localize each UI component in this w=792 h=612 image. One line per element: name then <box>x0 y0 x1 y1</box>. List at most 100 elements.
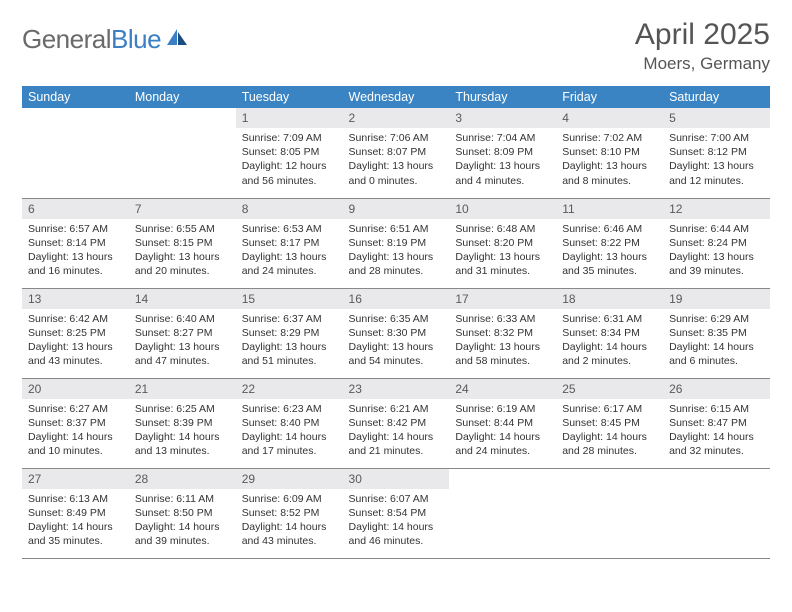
calendar-day-cell: 14Sunrise: 6:40 AMSunset: 8:27 PMDayligh… <box>129 288 236 378</box>
day-details: Sunrise: 6:51 AMSunset: 8:19 PMDaylight:… <box>343 219 450 285</box>
day-number: 14 <box>129 289 236 309</box>
day-details: Sunrise: 6:53 AMSunset: 8:17 PMDaylight:… <box>236 219 343 285</box>
calendar-day-cell: 30Sunrise: 6:07 AMSunset: 8:54 PMDayligh… <box>343 468 450 558</box>
calendar-day-cell: 8Sunrise: 6:53 AMSunset: 8:17 PMDaylight… <box>236 198 343 288</box>
day-number: 18 <box>556 289 663 309</box>
day-details: Sunrise: 6:46 AMSunset: 8:22 PMDaylight:… <box>556 219 663 285</box>
day-details: Sunrise: 6:11 AMSunset: 8:50 PMDaylight:… <box>129 489 236 555</box>
day-details: Sunrise: 6:37 AMSunset: 8:29 PMDaylight:… <box>236 309 343 375</box>
weekday-header: Thursday <box>449 86 556 108</box>
calendar-day-cell: 13Sunrise: 6:42 AMSunset: 8:25 PMDayligh… <box>22 288 129 378</box>
weekday-header: Friday <box>556 86 663 108</box>
day-details: Sunrise: 6:15 AMSunset: 8:47 PMDaylight:… <box>663 399 770 465</box>
calendar-week-row: 13Sunrise: 6:42 AMSunset: 8:25 PMDayligh… <box>22 288 770 378</box>
day-number: 20 <box>22 379 129 399</box>
calendar-day-cell: 23Sunrise: 6:21 AMSunset: 8:42 PMDayligh… <box>343 378 450 468</box>
calendar-day-cell: 16Sunrise: 6:35 AMSunset: 8:30 PMDayligh… <box>343 288 450 378</box>
calendar-day-cell: 25Sunrise: 6:17 AMSunset: 8:45 PMDayligh… <box>556 378 663 468</box>
day-details: Sunrise: 6:29 AMSunset: 8:35 PMDaylight:… <box>663 309 770 375</box>
weekday-header: Monday <box>129 86 236 108</box>
calendar-body: 1Sunrise: 7:09 AMSunset: 8:05 PMDaylight… <box>22 108 770 558</box>
day-number: 3 <box>449 108 556 128</box>
day-details: Sunrise: 7:00 AMSunset: 8:12 PMDaylight:… <box>663 128 770 194</box>
calendar-week-row: 27Sunrise: 6:13 AMSunset: 8:49 PMDayligh… <box>22 468 770 558</box>
day-number: 9 <box>343 199 450 219</box>
calendar-day-cell: 28Sunrise: 6:11 AMSunset: 8:50 PMDayligh… <box>129 468 236 558</box>
day-details: Sunrise: 6:21 AMSunset: 8:42 PMDaylight:… <box>343 399 450 465</box>
day-number: 17 <box>449 289 556 309</box>
weekday-header: Tuesday <box>236 86 343 108</box>
location-text: Moers, Germany <box>635 54 770 74</box>
day-details: Sunrise: 6:25 AMSunset: 8:39 PMDaylight:… <box>129 399 236 465</box>
day-number: 29 <box>236 469 343 489</box>
day-number: 16 <box>343 289 450 309</box>
day-number: 8 <box>236 199 343 219</box>
calendar-day-cell <box>22 108 129 198</box>
day-details: Sunrise: 6:13 AMSunset: 8:49 PMDaylight:… <box>22 489 129 555</box>
day-number: 28 <box>129 469 236 489</box>
day-details: Sunrise: 6:27 AMSunset: 8:37 PMDaylight:… <box>22 399 129 465</box>
day-number: 23 <box>343 379 450 399</box>
calendar-day-cell: 18Sunrise: 6:31 AMSunset: 8:34 PMDayligh… <box>556 288 663 378</box>
day-number: 2 <box>343 108 450 128</box>
day-number: 22 <box>236 379 343 399</box>
day-number: 12 <box>663 199 770 219</box>
calendar-day-cell: 9Sunrise: 6:51 AMSunset: 8:19 PMDaylight… <box>343 198 450 288</box>
brand-logo: GeneralBlue <box>22 24 189 55</box>
calendar-day-cell: 6Sunrise: 6:57 AMSunset: 8:14 PMDaylight… <box>22 198 129 288</box>
day-number: 1 <box>236 108 343 128</box>
title-block: April 2025 Moers, Germany <box>635 18 770 74</box>
brand-text: GeneralBlue <box>22 24 161 55</box>
calendar-day-cell <box>556 468 663 558</box>
calendar-day-cell: 12Sunrise: 6:44 AMSunset: 8:24 PMDayligh… <box>663 198 770 288</box>
weekday-header: Sunday <box>22 86 129 108</box>
day-details: Sunrise: 6:48 AMSunset: 8:20 PMDaylight:… <box>449 219 556 285</box>
calendar-day-cell: 7Sunrise: 6:55 AMSunset: 8:15 PMDaylight… <box>129 198 236 288</box>
brand-part2: Blue <box>111 24 161 54</box>
day-number: 30 <box>343 469 450 489</box>
calendar-day-cell: 11Sunrise: 6:46 AMSunset: 8:22 PMDayligh… <box>556 198 663 288</box>
day-details: Sunrise: 6:42 AMSunset: 8:25 PMDaylight:… <box>22 309 129 375</box>
calendar-day-cell: 26Sunrise: 6:15 AMSunset: 8:47 PMDayligh… <box>663 378 770 468</box>
day-details: Sunrise: 7:06 AMSunset: 8:07 PMDaylight:… <box>343 128 450 194</box>
day-details: Sunrise: 6:40 AMSunset: 8:27 PMDaylight:… <box>129 309 236 375</box>
brand-sail-icon <box>165 27 189 52</box>
calendar-day-cell <box>129 108 236 198</box>
day-details: Sunrise: 6:31 AMSunset: 8:34 PMDaylight:… <box>556 309 663 375</box>
day-details: Sunrise: 6:35 AMSunset: 8:30 PMDaylight:… <box>343 309 450 375</box>
day-details: Sunrise: 7:02 AMSunset: 8:10 PMDaylight:… <box>556 128 663 194</box>
calendar-day-cell: 2Sunrise: 7:06 AMSunset: 8:07 PMDaylight… <box>343 108 450 198</box>
day-details: Sunrise: 7:04 AMSunset: 8:09 PMDaylight:… <box>449 128 556 194</box>
calendar-day-cell: 29Sunrise: 6:09 AMSunset: 8:52 PMDayligh… <box>236 468 343 558</box>
day-number: 13 <box>22 289 129 309</box>
day-details: Sunrise: 6:33 AMSunset: 8:32 PMDaylight:… <box>449 309 556 375</box>
calendar-day-cell: 20Sunrise: 6:27 AMSunset: 8:37 PMDayligh… <box>22 378 129 468</box>
day-details: Sunrise: 6:57 AMSunset: 8:14 PMDaylight:… <box>22 219 129 285</box>
day-number: 26 <box>663 379 770 399</box>
weekday-header-row: SundayMondayTuesdayWednesdayThursdayFrid… <box>22 86 770 108</box>
calendar-day-cell <box>663 468 770 558</box>
calendar-table: SundayMondayTuesdayWednesdayThursdayFrid… <box>22 86 770 559</box>
day-details: Sunrise: 6:19 AMSunset: 8:44 PMDaylight:… <box>449 399 556 465</box>
brand-part1: General <box>22 24 111 54</box>
calendar-day-cell: 22Sunrise: 6:23 AMSunset: 8:40 PMDayligh… <box>236 378 343 468</box>
calendar-day-cell: 4Sunrise: 7:02 AMSunset: 8:10 PMDaylight… <box>556 108 663 198</box>
calendar-day-cell: 17Sunrise: 6:33 AMSunset: 8:32 PMDayligh… <box>449 288 556 378</box>
calendar-day-cell: 15Sunrise: 6:37 AMSunset: 8:29 PMDayligh… <box>236 288 343 378</box>
month-title: April 2025 <box>635 18 770 52</box>
calendar-day-cell <box>449 468 556 558</box>
day-details: Sunrise: 6:44 AMSunset: 8:24 PMDaylight:… <box>663 219 770 285</box>
day-details: Sunrise: 6:07 AMSunset: 8:54 PMDaylight:… <box>343 489 450 555</box>
day-number: 7 <box>129 199 236 219</box>
day-details: Sunrise: 6:55 AMSunset: 8:15 PMDaylight:… <box>129 219 236 285</box>
day-number: 10 <box>449 199 556 219</box>
calendar-week-row: 20Sunrise: 6:27 AMSunset: 8:37 PMDayligh… <box>22 378 770 468</box>
day-number: 4 <box>556 108 663 128</box>
day-number: 6 <box>22 199 129 219</box>
day-number: 24 <box>449 379 556 399</box>
calendar-day-cell: 10Sunrise: 6:48 AMSunset: 8:20 PMDayligh… <box>449 198 556 288</box>
calendar-day-cell: 27Sunrise: 6:13 AMSunset: 8:49 PMDayligh… <box>22 468 129 558</box>
calendar-day-cell: 24Sunrise: 6:19 AMSunset: 8:44 PMDayligh… <box>449 378 556 468</box>
day-number: 21 <box>129 379 236 399</box>
calendar-day-cell: 1Sunrise: 7:09 AMSunset: 8:05 PMDaylight… <box>236 108 343 198</box>
